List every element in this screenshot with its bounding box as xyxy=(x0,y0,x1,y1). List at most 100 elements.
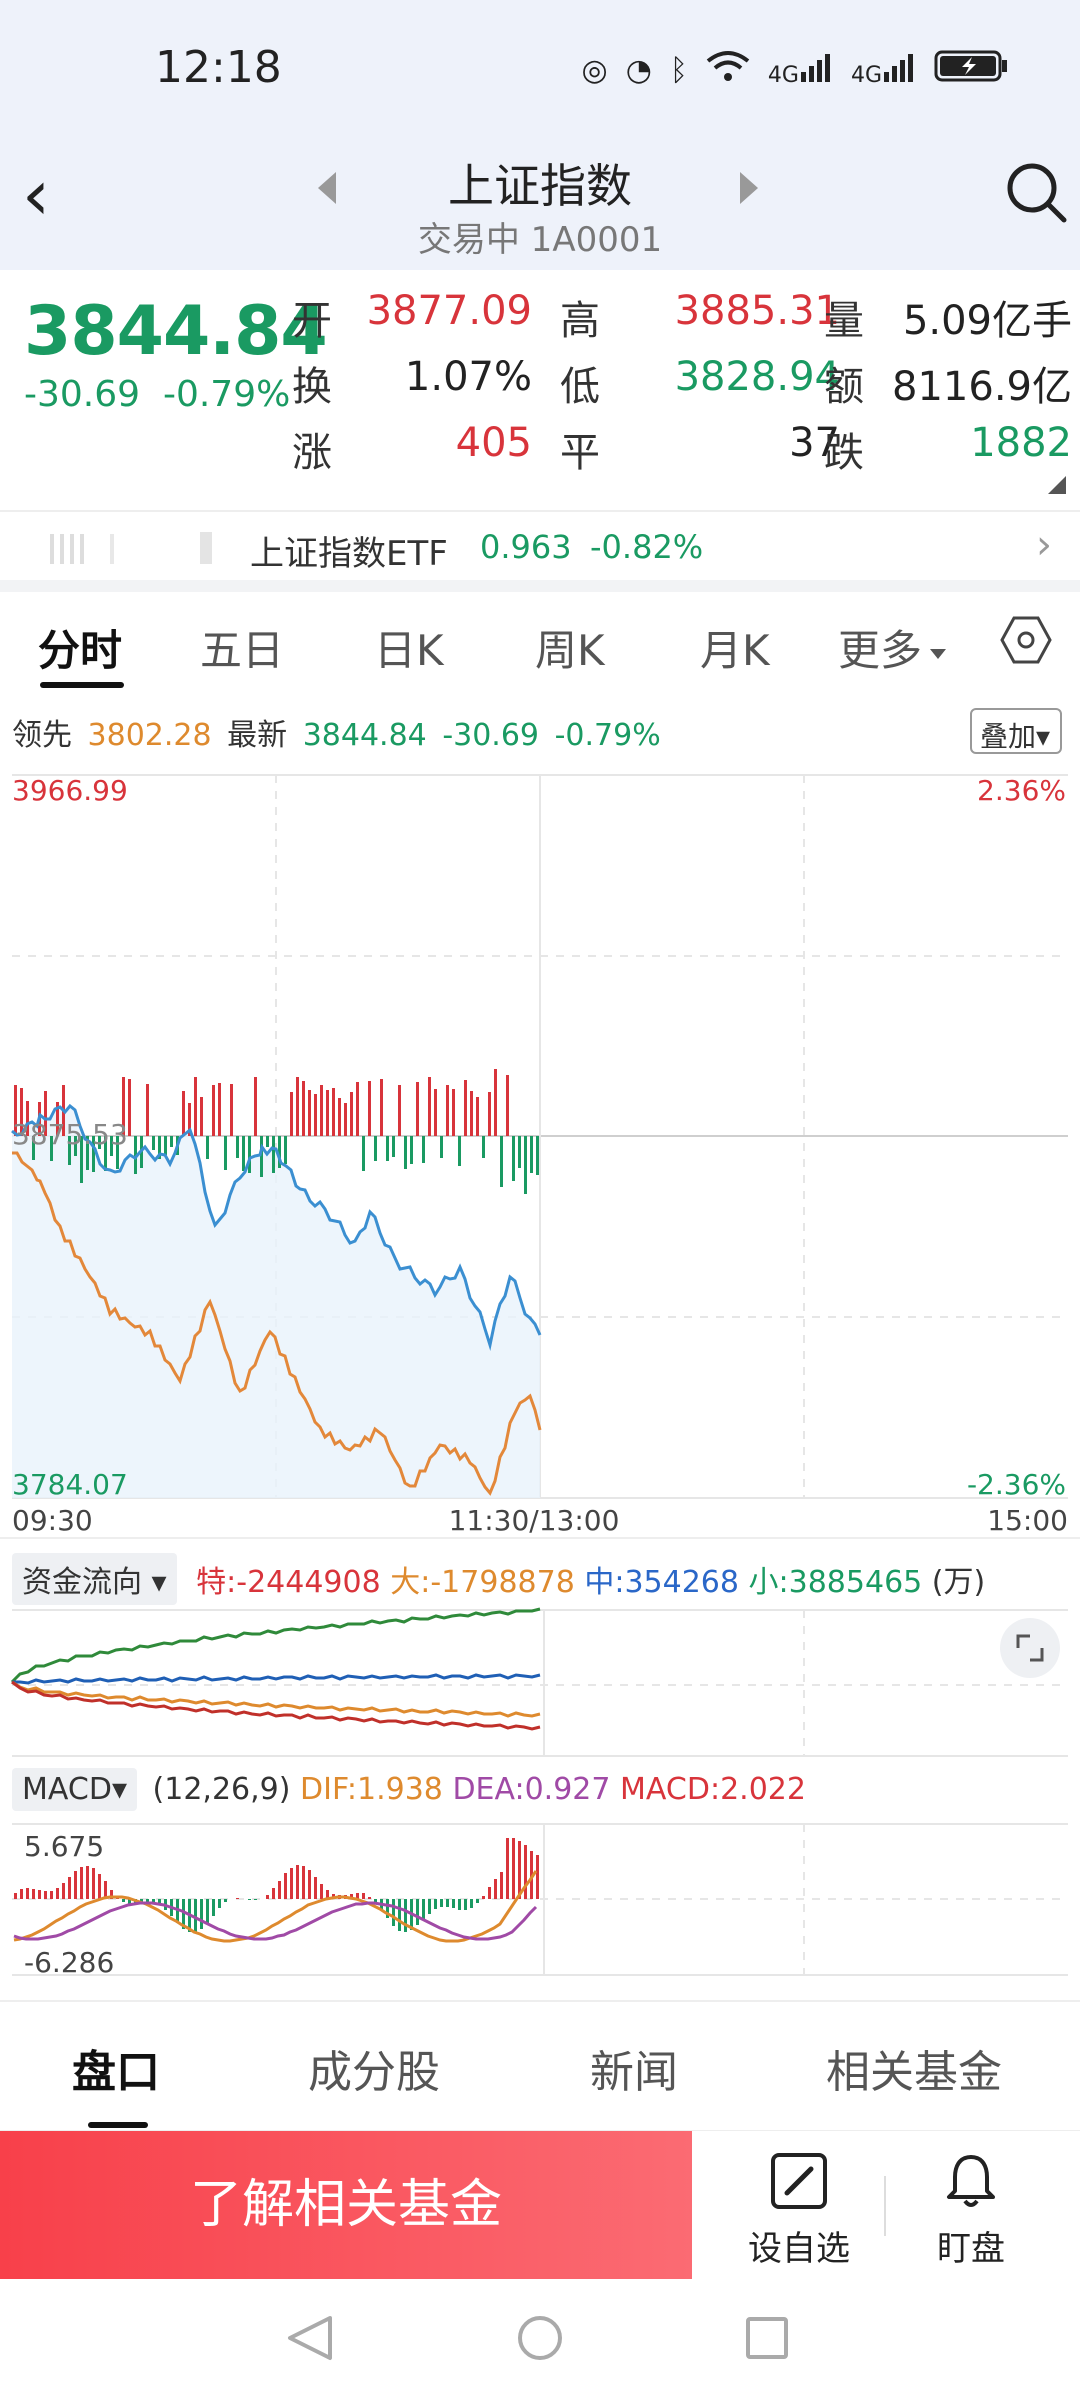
macd-bar xyxy=(440,1899,443,1907)
volume-bar xyxy=(314,1094,317,1136)
volume-bar xyxy=(32,1136,35,1160)
down-count: 1882 xyxy=(970,420,1072,466)
macd-bar xyxy=(356,1893,359,1899)
tab-intraday[interactable]: 分时 xyxy=(38,626,123,675)
volume-bar xyxy=(476,1097,479,1136)
volume-bar xyxy=(518,1136,521,1168)
nfc-icon: ◎ xyxy=(581,52,608,88)
etf-sparkbars-icon xyxy=(50,532,212,564)
tab-weekly-k[interactable]: 周K xyxy=(535,626,605,675)
nav-home-icon[interactable] xyxy=(518,2316,562,2360)
macd-bar xyxy=(74,1871,77,1899)
chart-tabs: 分时 五日 日K 周K 月K 更多 xyxy=(0,592,1080,692)
lead-label: 领先 xyxy=(12,718,72,753)
macd-bar xyxy=(56,1888,59,1899)
nav-back-icon[interactable] xyxy=(288,2316,332,2360)
etf-change: -0.82% xyxy=(590,528,704,566)
learn-funds-button[interactable]: 了解相关基金 xyxy=(0,2131,692,2279)
up-label: 涨 xyxy=(292,430,332,476)
back-icon[interactable]: ‹ xyxy=(22,154,50,236)
divider xyxy=(0,580,1080,592)
monitor-button[interactable]: 盯盘 xyxy=(896,2151,1046,2270)
macd-bar xyxy=(296,1865,299,1899)
macd-bar xyxy=(92,1868,95,1899)
macd-bar xyxy=(278,1881,281,1899)
prev-index-icon[interactable] xyxy=(318,172,336,204)
caret-down-icon xyxy=(930,648,947,659)
tab-five-day[interactable]: 五日 xyxy=(200,626,285,675)
macd-bar xyxy=(44,1891,47,1899)
money-flow-select-label: 资金流向 xyxy=(22,1565,142,1600)
tab-order-book[interactable]: 盘口 xyxy=(72,2047,160,2098)
macd-bar xyxy=(386,1899,389,1918)
volume-bar xyxy=(74,1136,77,1156)
volume-bar xyxy=(536,1136,539,1175)
signal-icon-2: 4G xyxy=(851,52,916,88)
volume-bar xyxy=(470,1091,473,1136)
volume-bar xyxy=(92,1136,95,1172)
system-nav-bar xyxy=(0,2280,1080,2400)
volume-bar xyxy=(242,1136,245,1171)
overlay-button[interactable]: 叠加▾ xyxy=(970,708,1062,754)
expand-quote-icon[interactable] xyxy=(1048,476,1066,494)
macd-dea: DEA:0.927 xyxy=(452,1772,611,1807)
turnover-label: 换 xyxy=(292,364,332,410)
header: ‹ 上证指数 交易中 1A0001 xyxy=(0,140,1080,270)
add-watchlist-button[interactable]: 设自选 xyxy=(724,2151,874,2270)
flow-te: 特:-2444908 xyxy=(196,1565,381,1600)
expand-icon[interactable] xyxy=(1000,1618,1060,1678)
macd-bar xyxy=(20,1889,23,1899)
macd-bar xyxy=(308,1870,311,1899)
macd-bar xyxy=(524,1845,527,1899)
money-flow-grid xyxy=(12,1609,1068,1757)
volume-bar xyxy=(500,1136,503,1187)
macd-select[interactable]: MACD▾ xyxy=(12,1768,137,1811)
flow-large-line xyxy=(11,1680,541,1718)
volume-bar xyxy=(386,1136,389,1161)
volume-bar xyxy=(26,1101,29,1136)
status-time: 12:18 xyxy=(155,42,282,93)
status-bar: 12:18 ◎ ◔ ᛒ 4G 4G xyxy=(0,0,1080,140)
macd-bar xyxy=(416,1899,419,1925)
next-index-icon[interactable] xyxy=(740,172,758,204)
settings-hex-icon[interactable] xyxy=(1000,614,1052,666)
volume-bar xyxy=(422,1136,425,1163)
volume-bar xyxy=(326,1090,329,1136)
macd-bar xyxy=(38,1890,41,1899)
macd-bar xyxy=(428,1899,431,1914)
low-label: 低 xyxy=(560,364,600,410)
tab-more[interactable]: 更多 xyxy=(838,617,947,678)
volume-bar xyxy=(266,1136,269,1147)
tab-daily-k[interactable]: 日K xyxy=(374,626,444,675)
macd-bar xyxy=(398,1899,401,1931)
macd-bar xyxy=(518,1841,521,1899)
money-flow-select[interactable]: 资金流向 ▾ xyxy=(12,1553,177,1605)
tab-constituents[interactable]: 成分股 xyxy=(308,2047,440,2098)
search-icon[interactable] xyxy=(1004,160,1068,224)
volume-bar xyxy=(320,1085,323,1136)
macd-bar xyxy=(68,1877,71,1899)
volume-bar xyxy=(356,1082,359,1136)
volume-bar xyxy=(524,1136,527,1194)
macd-bar xyxy=(290,1868,293,1899)
speedometer-icon: ◔ xyxy=(625,52,652,88)
amount-value: 8116.9亿 xyxy=(892,364,1072,410)
flat-label: 平 xyxy=(560,430,600,476)
macd-bar xyxy=(14,1893,17,1899)
pct-top-label: 2.36% xyxy=(977,774,1066,807)
nav-recents-icon[interactable] xyxy=(746,2317,788,2359)
tab-news[interactable]: 新闻 xyxy=(590,2047,678,2098)
turnover-value: 1.07% xyxy=(404,354,532,400)
low-value: 3828.94 xyxy=(674,354,840,400)
etf-row[interactable]: 上证指数ETF 0.963 -0.82% › xyxy=(0,510,1080,580)
tab-monthly-k[interactable]: 月K xyxy=(700,626,770,675)
volume-bar xyxy=(404,1136,407,1169)
volume-bar xyxy=(206,1136,209,1159)
tab-related-funds[interactable]: 相关基金 xyxy=(826,2047,1002,2098)
volume-bar xyxy=(212,1085,215,1136)
volume-bar xyxy=(134,1136,137,1174)
intraday-chart[interactable]: 3966.99 2.36% 3875.53 3784.07 -2.36% 09:… xyxy=(0,0,1080,1550)
volume-bar xyxy=(56,1102,59,1136)
macd-bar xyxy=(248,1899,251,1900)
macd-bar xyxy=(470,1899,473,1908)
